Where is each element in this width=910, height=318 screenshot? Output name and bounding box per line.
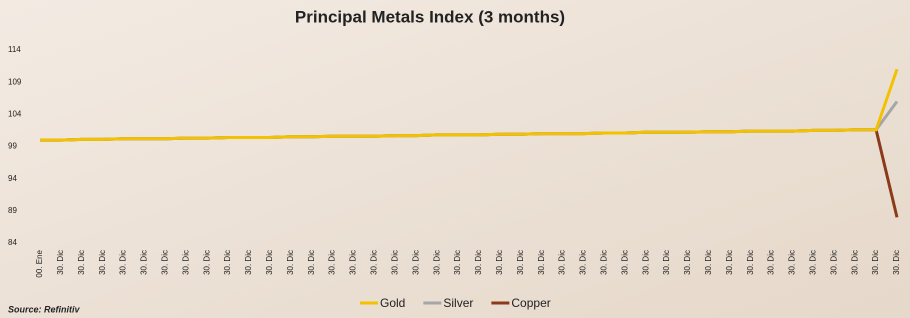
x-tick-label: 30. Dic xyxy=(453,250,462,275)
x-tick-label: 30. Dic xyxy=(662,250,671,275)
legend-label: Silver xyxy=(443,296,473,310)
x-tick-label: 30. Dic xyxy=(265,250,274,275)
x-tick-label: 30. Dic xyxy=(140,250,149,275)
y-tick-label: 84 xyxy=(8,238,17,247)
x-tick-label: 30. Dic xyxy=(119,250,128,275)
y-tick-label: 89 xyxy=(8,206,17,215)
y-tick-label: 99 xyxy=(8,142,17,151)
x-tick-label: 30. Dic xyxy=(411,250,420,275)
x-tick-label: 30. Dic xyxy=(579,250,588,275)
x-tick-label: 30. Dic xyxy=(307,250,316,275)
x-tick-label: 30. Dic xyxy=(558,250,567,275)
x-tick-label: 30. Dic xyxy=(56,250,65,275)
y-tick-label: 104 xyxy=(8,109,22,118)
x-tick-label: 30. Dic xyxy=(892,250,901,275)
y-tick-label: 109 xyxy=(8,77,22,86)
x-tick-label: 30. Dic xyxy=(495,250,504,275)
x-tick-label: 30. Dic xyxy=(808,250,817,275)
x-tick-label: 00. Ene xyxy=(35,249,44,277)
x-tick-label: 30. Dic xyxy=(829,250,838,275)
x-tick-label: 30. Dic xyxy=(223,250,232,275)
x-tick-label: 30. Dic xyxy=(328,250,337,275)
x-tick-label: 30. Dic xyxy=(432,250,441,275)
chart-title: Principal Metals Index (3 months) xyxy=(295,7,565,26)
x-tick-label: 30. Dic xyxy=(537,250,546,275)
x-tick-label: 30. Dic xyxy=(620,250,629,275)
x-tick-label: 30. Dic xyxy=(244,250,253,275)
x-tick-label: 30. Dic xyxy=(202,250,211,275)
x-tick-label: 30. Dic xyxy=(641,250,650,275)
y-tick-label: 114 xyxy=(8,45,21,54)
x-tick-label: 30. Dic xyxy=(767,250,776,275)
x-tick-label: 30. Dic xyxy=(599,250,608,275)
source: Source: Refinitiv xyxy=(8,304,81,314)
legend-label: Gold xyxy=(380,296,405,310)
legend-label: Copper xyxy=(511,296,550,310)
x-tick-label: 30. Dic xyxy=(683,250,692,275)
x-tick-label: 30. Dic xyxy=(181,250,190,275)
x-tick-label: 30. Dic xyxy=(286,250,295,275)
y-tick-label: 94 xyxy=(8,174,17,183)
x-tick-label: 30. Dic xyxy=(390,250,399,275)
chart: Principal Metals Index (3 months) Source… xyxy=(0,0,910,318)
x-tick-label: 30. Dic xyxy=(474,250,483,275)
x-tick-label: 30. Dic xyxy=(349,250,358,275)
x-tick-label: 30. Dic xyxy=(98,250,107,275)
x-tick-label: 30. Dic xyxy=(788,250,797,275)
x-tick-label: 30. Dic xyxy=(77,250,86,275)
x-tick-label: 30. Dic xyxy=(516,250,525,275)
x-tick-label: 30. Dic xyxy=(871,250,880,275)
x-tick-label: 30. Dic xyxy=(161,250,170,275)
x-tick-label: 30. Dic xyxy=(704,250,713,275)
x-tick-label: 30. Dic xyxy=(725,250,734,275)
x-tick-label: 30. Dic xyxy=(370,250,379,275)
x-tick-label: 30. Dic xyxy=(850,250,859,275)
x-tick-label: 30. Dic xyxy=(746,250,755,275)
